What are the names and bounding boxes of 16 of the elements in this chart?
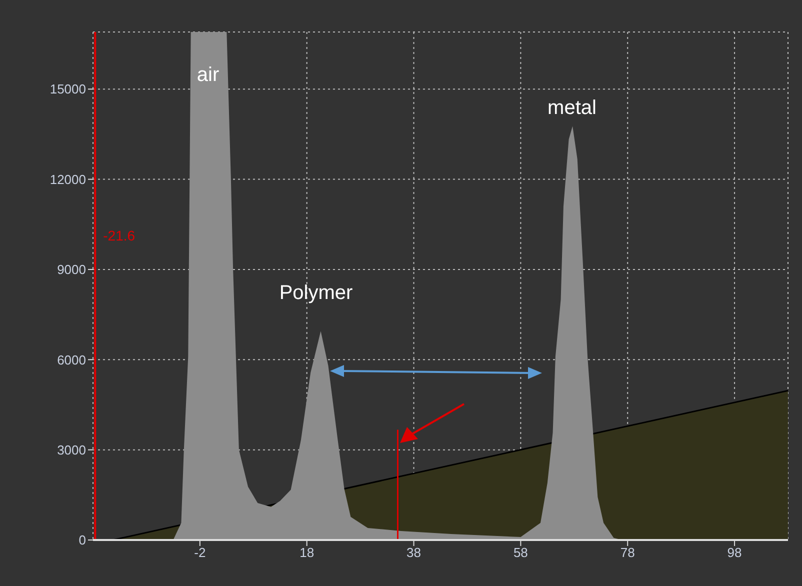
x-tick-label: 38 (406, 545, 422, 560)
annotation: Polymer (279, 282, 354, 304)
x-tick-label: 58 (513, 545, 528, 560)
y-tick-label: 15000 (50, 82, 86, 97)
y-tick-label: 9000 (57, 262, 86, 278)
y-tick-label: 6000 (57, 352, 86, 368)
x-tick-label: -2 (194, 545, 206, 560)
x-tick-label: 18 (300, 545, 314, 560)
y-tick-label: 12000 (50, 172, 86, 187)
annotation: metal (548, 97, 596, 119)
x-tick-label: 98 (727, 545, 742, 560)
y-tick-label: 0 (78, 532, 86, 548)
x-tick-label: 78 (620, 545, 635, 560)
y-tick-label: 3000 (57, 442, 86, 458)
ref-line-label: -21.6 (103, 227, 136, 244)
annotation: air (196, 64, 220, 86)
